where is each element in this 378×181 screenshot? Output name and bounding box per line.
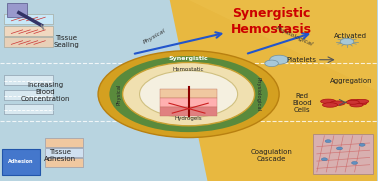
Circle shape [340, 38, 354, 45]
FancyBboxPatch shape [160, 98, 217, 107]
Text: Tissue
Sealing: Tissue Sealing [53, 35, 79, 48]
Circle shape [98, 51, 279, 138]
FancyBboxPatch shape [4, 90, 53, 100]
FancyBboxPatch shape [160, 89, 217, 98]
Circle shape [270, 55, 288, 64]
Text: Synergistic
Hemostasis: Synergistic Hemostasis [231, 7, 312, 36]
Text: Hemostatic: Hemostatic [173, 67, 204, 72]
Ellipse shape [346, 100, 359, 104]
Ellipse shape [355, 99, 369, 103]
Text: Hydrogels: Hydrogels [175, 116, 202, 121]
Circle shape [139, 71, 238, 118]
Text: Activated: Activated [334, 33, 367, 39]
Ellipse shape [321, 99, 336, 104]
Polygon shape [170, 0, 377, 181]
FancyBboxPatch shape [7, 3, 27, 17]
Ellipse shape [354, 101, 367, 105]
Polygon shape [0, 0, 208, 181]
FancyBboxPatch shape [4, 37, 53, 47]
Text: Aggregation: Aggregation [330, 78, 372, 85]
FancyBboxPatch shape [313, 134, 373, 174]
Circle shape [352, 161, 358, 164]
Text: Increasing
Blood
Concentration: Increasing Blood Concentration [20, 82, 70, 102]
Text: Physical: Physical [143, 28, 167, 45]
FancyBboxPatch shape [4, 26, 53, 36]
Circle shape [359, 143, 365, 146]
FancyBboxPatch shape [45, 158, 83, 167]
Text: Synergistic: Synergistic [169, 56, 209, 61]
Text: Physical: Physical [116, 83, 121, 105]
Circle shape [336, 147, 342, 150]
FancyBboxPatch shape [45, 148, 83, 157]
Text: Red
Blood
Cells: Red Blood Cells [292, 93, 311, 113]
Ellipse shape [330, 101, 345, 105]
Circle shape [325, 140, 331, 143]
Text: Coagulation
Cascade: Coagulation Cascade [251, 149, 293, 162]
Ellipse shape [322, 103, 338, 107]
FancyBboxPatch shape [4, 75, 53, 85]
Polygon shape [189, 0, 377, 90]
Ellipse shape [348, 99, 361, 103]
Text: Tissue
Adhesion: Tissue Adhesion [44, 149, 76, 162]
Text: Physiological: Physiological [256, 77, 261, 111]
Ellipse shape [350, 103, 363, 107]
FancyBboxPatch shape [160, 107, 217, 116]
FancyBboxPatch shape [4, 104, 53, 114]
Circle shape [265, 60, 278, 67]
Text: Platelets: Platelets [287, 57, 317, 63]
Circle shape [122, 62, 255, 126]
Text: Physiological: Physiological [275, 25, 314, 47]
FancyBboxPatch shape [45, 138, 83, 147]
Circle shape [109, 56, 268, 132]
FancyBboxPatch shape [4, 14, 53, 24]
Circle shape [321, 158, 327, 161]
FancyBboxPatch shape [2, 149, 40, 175]
Text: Adhesion: Adhesion [8, 159, 34, 165]
